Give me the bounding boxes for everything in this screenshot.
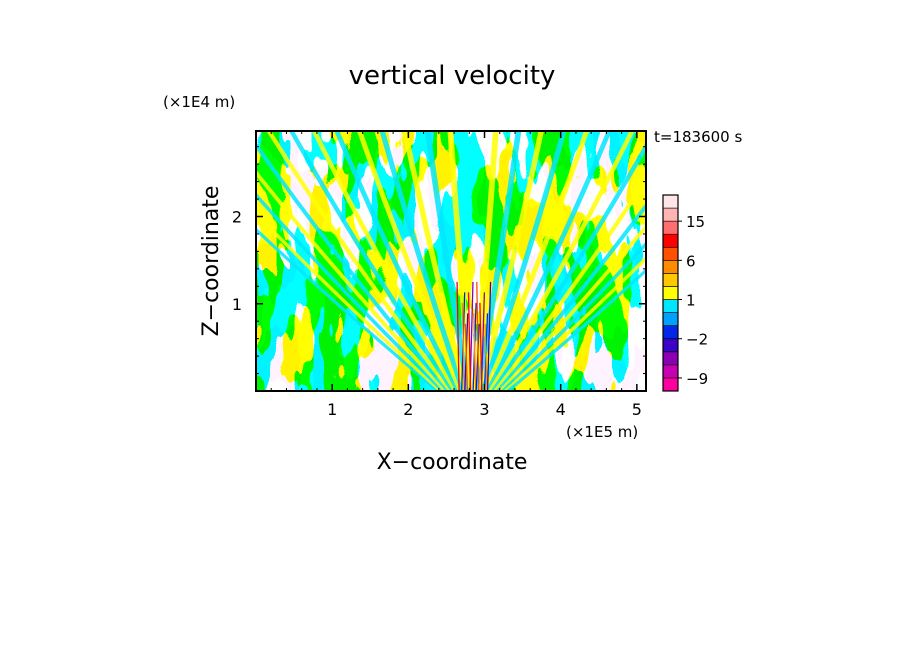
colorbar-swatch	[662, 377, 679, 392]
colorbar-swatch	[662, 312, 679, 326]
wave-striation	[507, 268, 646, 391]
wave-striation	[424, 131, 471, 391]
colorbar-frame	[662, 194, 679, 392]
y-tick-label: 2	[232, 208, 242, 227]
wave-striation	[256, 169, 447, 391]
colorbar-swatch	[662, 286, 679, 300]
time-label: t=183600 s	[654, 128, 742, 146]
colorbar-swatch	[662, 246, 679, 261]
colorbar-swatch	[662, 364, 679, 379]
wave-striation	[311, 131, 458, 391]
colorbar: 15 6 1 −2 −9	[662, 194, 708, 392]
wave-striation	[288, 131, 455, 391]
wave-striation	[501, 241, 646, 391]
y-axis-title: Z−coordinate	[199, 186, 224, 337]
plume-streak	[476, 281, 480, 391]
central-plume	[456, 281, 492, 391]
wave-striation	[488, 131, 635, 391]
x-tick-label: 2	[403, 400, 413, 419]
colorbar-label: −9	[686, 370, 708, 388]
y-unit-label: (×1E4 m)	[163, 93, 235, 111]
x-unit-label: (×1E5 m)	[566, 423, 638, 441]
wave-striation	[483, 131, 590, 391]
colorbar-swatch	[662, 260, 679, 274]
colorbar-label: 15	[686, 213, 705, 231]
wave-striation	[256, 192, 445, 391]
wave-striation	[256, 141, 450, 391]
colorbar-swatch	[662, 273, 679, 287]
wave-striation	[256, 211, 442, 391]
wave-striation	[504, 255, 646, 391]
x-tick-label: 4	[556, 400, 566, 419]
x-tick-label: 1	[327, 400, 337, 419]
colorbar-swatch	[662, 338, 679, 353]
plume-streak	[486, 281, 492, 391]
plume-streak	[456, 281, 460, 391]
colorbar-swatch	[662, 194, 679, 209]
x-tick-label: 5	[632, 400, 642, 419]
wave-striation	[447, 131, 474, 391]
wave-striation	[485, 131, 612, 391]
plume-streak	[467, 292, 472, 391]
colorbar-label: 1	[686, 292, 696, 310]
colorbar-swatch	[662, 207, 679, 222]
y-tick-label: 1	[232, 295, 242, 314]
wave-striation	[491, 142, 646, 391]
wave-striation	[402, 131, 469, 391]
wave-striation	[480, 131, 567, 391]
plume-streak	[464, 323, 469, 391]
plume-streak	[461, 302, 465, 391]
wave-striation	[356, 131, 463, 391]
colorbar-swatch	[662, 325, 679, 340]
colorbar-swatch	[662, 233, 679, 248]
wave-striation	[334, 131, 461, 391]
wave-striation	[477, 131, 544, 391]
wave-striation	[499, 223, 646, 391]
y-axis-ticks: 12	[232, 146, 646, 375]
wave-striation	[496, 202, 646, 391]
colorbar-swatch	[662, 220, 679, 235]
plume-streak	[479, 302, 483, 391]
colorbar-swatch	[662, 299, 679, 313]
plume-streak	[484, 323, 488, 391]
wave-striation	[493, 176, 646, 391]
wave-striations	[256, 131, 646, 391]
x-tick-label: 3	[479, 400, 489, 419]
plume-streak	[473, 313, 477, 391]
colorbar-swatch	[662, 351, 679, 366]
colorbar-label: 6	[686, 252, 696, 270]
wave-striation	[475, 131, 522, 391]
wave-striation	[379, 131, 466, 391]
colorbar-label: −2	[686, 331, 708, 349]
wave-striation	[256, 227, 440, 391]
wave-striation	[266, 131, 453, 391]
x-axis-title: X−coordinate	[377, 450, 528, 475]
plot-frame	[255, 130, 647, 392]
chart-title: vertical velocity	[349, 61, 556, 91]
x-axis-ticks: 1 2 3 4 5	[270, 131, 642, 419]
